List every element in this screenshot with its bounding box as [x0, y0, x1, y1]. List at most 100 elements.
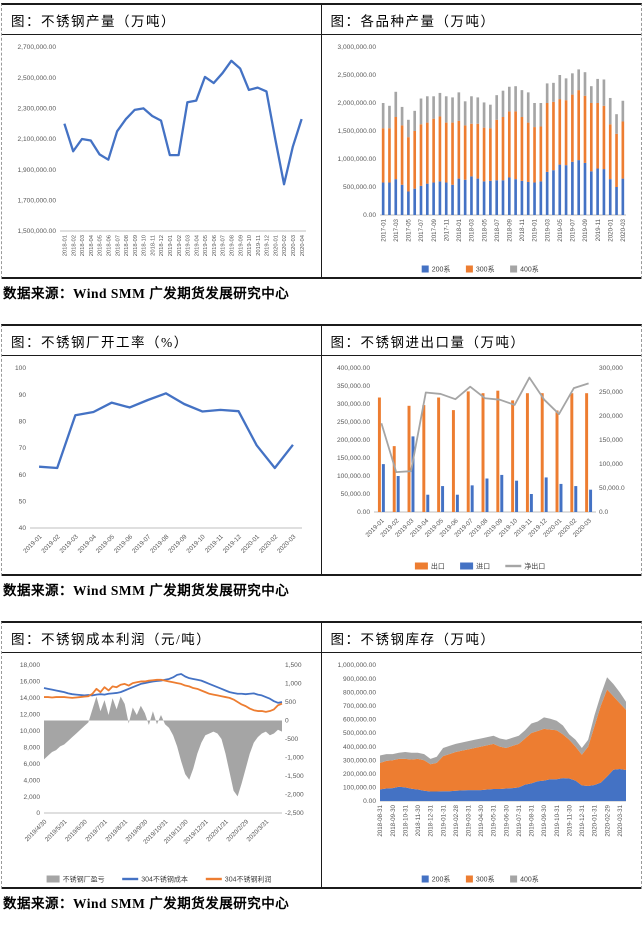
figure-section-production: 图：不锈钢产量（万吨） 图：各品种产量（万吨） 2,700,000.00 2,50… [1, 3, 642, 303]
svg-text:2019-06-30: 2019-06-30 [503, 804, 510, 836]
chart-cost-profit: 18,000 16,000 14,000 12,000 10,000 8,000 6,000… [2, 653, 322, 887]
svg-text:2018-07: 2018-07 [115, 235, 121, 256]
svg-text:2,300,000.00: 2,300,000.00 [17, 106, 56, 113]
svg-text:2019-09: 2019-09 [238, 235, 244, 256]
svg-text:100,000: 100,000 [599, 461, 623, 468]
svg-text:2019-10: 2019-10 [247, 235, 253, 256]
legend-swatch [459, 562, 473, 570]
svg-text:900,000.00: 900,000.00 [342, 676, 375, 683]
svg-text:300,000.00: 300,000.00 [342, 757, 375, 764]
legend-label: 进口 [476, 563, 490, 571]
svg-text:0.00: 0.00 [357, 509, 370, 516]
svg-text:2018-10: 2018-10 [142, 235, 148, 256]
chart-import-export: 400,000.00 350,000.00 300,000.00 250,000.00… [322, 356, 642, 574]
svg-text:2019-11: 2019-11 [594, 218, 601, 241]
svg-text:2018-05: 2018-05 [481, 218, 488, 241]
svg-text:0: 0 [285, 718, 289, 725]
legend-swatch [509, 875, 517, 883]
svg-text:2018-12-31: 2018-12-31 [427, 804, 434, 836]
data-source-note: 数据来源：Wind SMM 广发期货发展研究中心 [3, 896, 290, 911]
svg-text:2,000: 2,000 [23, 794, 40, 801]
svg-text:2018-09: 2018-09 [506, 218, 513, 241]
legend-label: 不锈钢厂盈亏 [63, 875, 105, 884]
svg-text:2019-03-31: 2019-03-31 [465, 804, 472, 836]
legend-swatch [414, 562, 428, 570]
svg-text:3,000,000.00: 3,000,000.00 [337, 44, 376, 51]
svg-text:200,000.00: 200,000.00 [342, 771, 375, 778]
svg-text:2020-03: 2020-03 [291, 235, 297, 256]
svg-text:12,000: 12,000 [20, 712, 41, 719]
chart-output-by-series: 3,000,000.00 2,500,000.00 2,000,000.00 1,50… [322, 35, 642, 277]
svg-text:2019-01-31: 2019-01-31 [440, 804, 447, 836]
svg-text:2017-11: 2017-11 [443, 218, 450, 241]
svg-text:250,000.00: 250,000.00 [336, 419, 369, 426]
svg-text:2019-07: 2019-07 [569, 218, 576, 241]
legend-swatch [509, 265, 517, 273]
svg-text:2019-01: 2019-01 [531, 218, 538, 241]
svg-text:2018-01: 2018-01 [456, 218, 463, 241]
svg-text:2018-12: 2018-12 [159, 235, 165, 256]
svg-text:2017-01: 2017-01 [380, 218, 387, 241]
svg-text:2020-01: 2020-01 [607, 218, 614, 241]
svg-text:16,000: 16,000 [20, 679, 41, 686]
svg-text:200,000: 200,000 [599, 413, 623, 420]
svg-text:2018-08: 2018-08 [124, 235, 130, 256]
svg-text:2019-05-31: 2019-05-31 [490, 804, 497, 836]
svg-text:1,700,000.00: 1,700,000.00 [17, 198, 56, 205]
svg-text:2019-05: 2019-05 [556, 218, 563, 241]
svg-text:2020-04: 2020-04 [300, 234, 306, 256]
import-export-combo-chart: 400,000.00 350,000.00 300,000.00 250,000.00… [336, 365, 624, 571]
legend-swatch [122, 877, 139, 881]
svg-text:1,900,000.00: 1,900,000.00 [17, 167, 56, 174]
svg-text:1,500,000.00: 1,500,000.00 [17, 228, 56, 235]
figure-table: 图：不锈钢产量（万吨） 图：各品种产量（万吨） 2,700,000.00 2,50… [1, 3, 642, 279]
svg-text:2018-11: 2018-11 [150, 235, 156, 256]
svg-text:0.0: 0.0 [599, 509, 608, 516]
svg-text:2019-10: 2019-10 [185, 533, 207, 555]
svg-text:0: 0 [36, 810, 40, 817]
svg-text:150,000.00: 150,000.00 [336, 455, 369, 462]
svg-text:2017-07: 2017-07 [418, 218, 425, 241]
svg-text:2019-12: 2019-12 [265, 235, 271, 256]
svg-text:1,500,000.00: 1,500,000.00 [337, 128, 376, 135]
svg-text:80: 80 [19, 419, 27, 426]
svg-text:2020-02: 2020-02 [258, 533, 280, 555]
svg-text:1,000: 1,000 [285, 681, 302, 688]
svg-text:150,000: 150,000 [599, 437, 623, 444]
svg-text:2019-07-31: 2019-07-31 [515, 804, 522, 836]
figure-section-cost-inventory: 图：不锈钢成本利润（元/吨） 图：不锈钢库存（万吨） 18,000 16,000 1… [1, 621, 642, 913]
svg-text:2018-05: 2018-05 [98, 235, 104, 256]
svg-text:40: 40 [19, 525, 27, 532]
svg-text:2019-05: 2019-05 [95, 533, 117, 555]
svg-text:2017-03: 2017-03 [392, 218, 399, 241]
svg-text:800,000.00: 800,000.00 [342, 689, 375, 696]
legend-label: 304不锈钢成本 [141, 875, 188, 884]
svg-text:2018-11-30: 2018-11-30 [415, 804, 422, 836]
chart-inventory: 1,000,000.00 900,000.00 800,000.00 700,000.… [322, 653, 642, 887]
data-source-note: 数据来源：Wind SMM 广发期货发展研究中心 [3, 286, 290, 301]
svg-text:2019-04: 2019-04 [194, 234, 200, 256]
svg-text:2019-02: 2019-02 [177, 235, 183, 256]
operating-rate-line-chart: 1009080706050402019-012019-022019-032019… [15, 365, 302, 555]
svg-text:18,000: 18,000 [20, 662, 41, 669]
svg-text:100,000.00: 100,000.00 [342, 785, 375, 792]
svg-text:2020-01: 2020-01 [273, 235, 279, 256]
svg-text:2,500,000.00: 2,500,000.00 [337, 72, 376, 79]
chart-operating-rate: 100 90 80 70 60 50 40 2019-01 2019-02 2019-03 2019… [2, 356, 322, 574]
svg-text:2019-12: 2019-12 [222, 533, 244, 555]
svg-text:2018-08-31: 2018-08-31 [377, 804, 384, 836]
legend-label: 200系 [431, 265, 450, 274]
svg-text:2019-06: 2019-06 [113, 533, 135, 555]
svg-text:10,000: 10,000 [20, 728, 41, 735]
svg-text:100,000.00: 100,000.00 [336, 473, 369, 480]
svg-text:4,000: 4,000 [23, 777, 40, 784]
output-by-series-stacked-bar-chart: 3,000,000.00 2,500,000.00 2,000,000.00 1,50… [337, 44, 627, 274]
chart-title-output-by-series: 图：各品种产量（万吨） [321, 5, 641, 35]
svg-text:0.00: 0.00 [363, 212, 376, 219]
svg-text:2018-03: 2018-03 [80, 235, 86, 256]
svg-text:400,000.00: 400,000.00 [336, 365, 369, 372]
svg-text:2,000,000.00: 2,000,000.00 [337, 100, 376, 107]
svg-text:0.00: 0.00 [363, 798, 376, 805]
svg-text:2019-01: 2019-01 [22, 533, 44, 555]
svg-text:2019-05: 2019-05 [203, 235, 209, 256]
